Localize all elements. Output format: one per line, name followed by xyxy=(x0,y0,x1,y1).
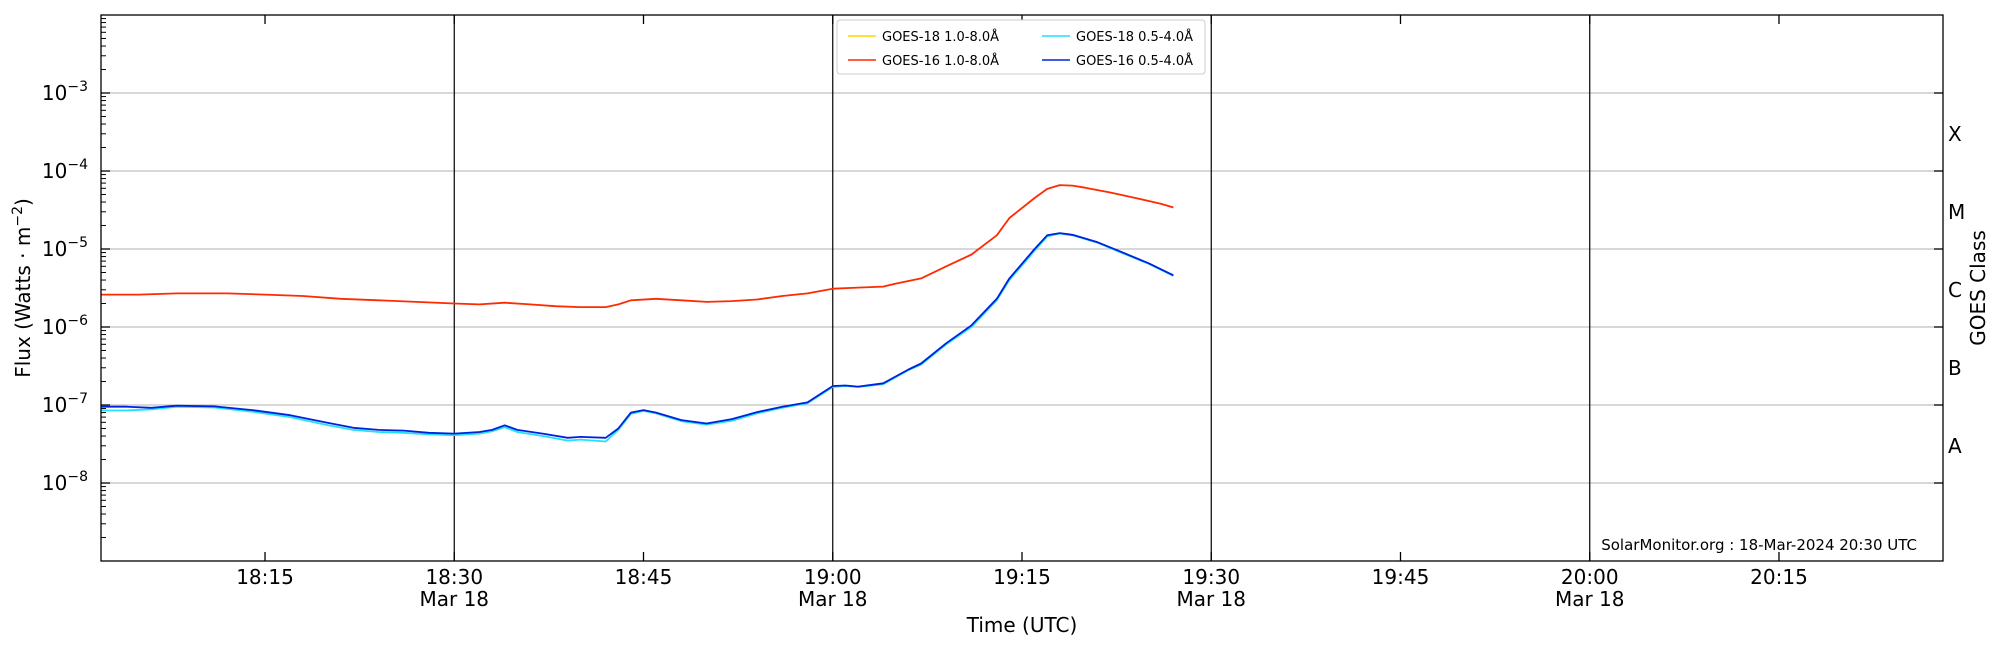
x-tick-date-label: Mar 18 xyxy=(419,587,489,611)
y-tick-label: 10−3 xyxy=(42,79,88,105)
plot-background xyxy=(101,15,1943,561)
y-axis-right-label: GOES Class xyxy=(1966,230,1990,346)
data-series xyxy=(101,184,1174,443)
x-tick-date-label: Mar 18 xyxy=(1176,587,1246,611)
y-tick-label: 10−8 xyxy=(42,469,88,495)
y-tick-label: 10−6 xyxy=(42,313,88,339)
goes-class-labels: A B C M X xyxy=(1948,122,1965,458)
goes-class-label: C xyxy=(1948,278,1962,302)
y-tick-label: 10−7 xyxy=(42,391,88,417)
x-tick-label: 18:15 xyxy=(236,565,294,589)
series-line xyxy=(101,184,1174,309)
x-axis-label: Time (UTC) xyxy=(966,613,1078,637)
y-tick-label: 10−4 xyxy=(42,157,88,183)
goes-class-label: M xyxy=(1948,200,1965,224)
y-axis-label: Flux (Watts · m−2) xyxy=(10,198,35,378)
series-line xyxy=(101,232,1174,439)
goes-class-label: X xyxy=(1948,122,1962,146)
legend-box xyxy=(836,19,1206,75)
x-tick-label: 18:45 xyxy=(615,565,673,589)
x-tick-label: 19:45 xyxy=(1372,565,1430,589)
goes-class-label: B xyxy=(1948,356,1962,380)
goes-class-label: A xyxy=(1948,434,1962,458)
x-tick-label: 20:15 xyxy=(1750,565,1808,589)
y-axis-ticks: 10−8 10−7 10−6 10−5 10−4 10−3 xyxy=(42,18,1943,539)
time-marker-lines xyxy=(453,15,1591,561)
legend: GOES-18 1.0-8.0Å GOES-16 1.0-8.0Å GOES-18 … xyxy=(836,19,1206,75)
legend-label: GOES-18 0.5-4.0Å xyxy=(1076,29,1193,45)
credit-text: SolarMonitor.org : 18-Mar-2024 20:30 UTC xyxy=(1601,536,1917,554)
x-tick-label: 19:00 xyxy=(804,565,862,589)
x-tick-label: 18:30 xyxy=(425,565,483,589)
grid-lines xyxy=(101,92,1943,484)
x-tick-label: 20:00 xyxy=(1561,565,1619,589)
x-tick-date-label: Mar 18 xyxy=(1555,587,1625,611)
x-tick-label: 19:15 xyxy=(993,565,1051,589)
x-tick-label: 19:30 xyxy=(1182,565,1240,589)
legend-label: GOES-18 1.0-8.0Å xyxy=(882,29,999,45)
legend-label: GOES-16 1.0-8.0Å xyxy=(882,53,999,69)
legend-label: GOES-16 0.5-4.0Å xyxy=(1076,53,1193,69)
x-tick-date-label: Mar 18 xyxy=(798,587,868,611)
y-tick-label: 10−5 xyxy=(42,235,88,261)
